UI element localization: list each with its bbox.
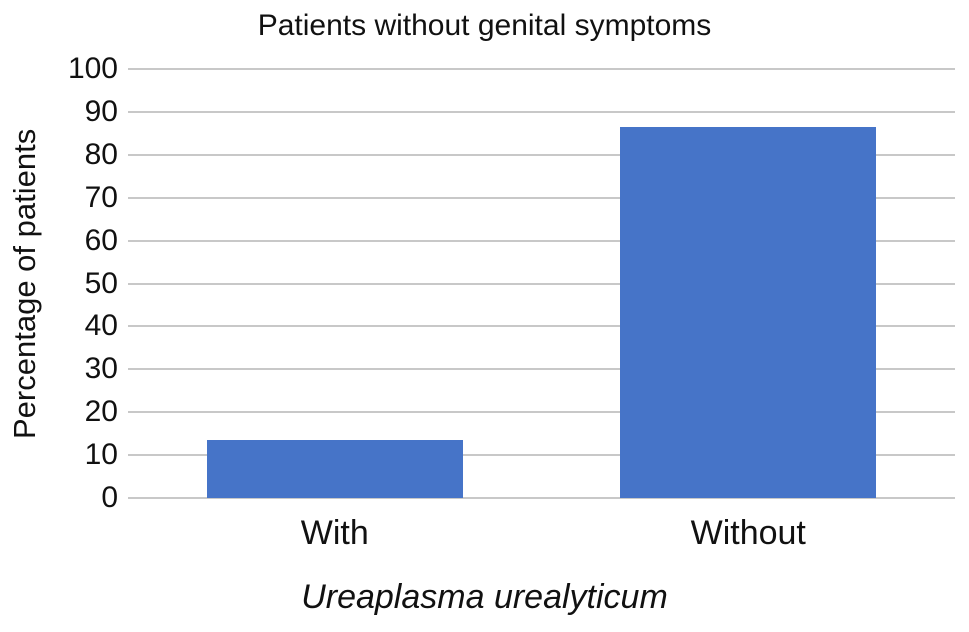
y-tick-label: 10: [84, 438, 118, 472]
gridline: [128, 454, 955, 457]
plot-area: [128, 68, 955, 499]
gridline: [128, 110, 955, 113]
chart-title: Patients without genital symptoms: [257, 9, 712, 42]
y-tick-label: 30: [84, 352, 118, 386]
gridline: [128, 325, 955, 328]
y-tick-label: 20: [84, 395, 118, 429]
gridline: [128, 68, 955, 70]
y-tick-label: 80: [84, 137, 118, 171]
gridline: [128, 411, 955, 414]
bar-without: [620, 127, 876, 498]
x-category-label: Without: [690, 514, 806, 552]
y-tick-label: 40: [84, 309, 118, 343]
y-tick-label: 100: [67, 52, 118, 85]
y-tick-label: 0: [101, 481, 118, 514]
y-tick-label: 60: [84, 223, 118, 257]
y-tick-label: 50: [84, 266, 118, 300]
x-axis-title: Ureaplasma urealyticum: [301, 578, 668, 616]
gridline: [128, 239, 955, 242]
gridline: [128, 282, 955, 285]
gridline: [128, 153, 955, 156]
y-tick-label: 70: [84, 180, 118, 214]
y-tick-label: 90: [84, 94, 118, 128]
gridline: [128, 497, 955, 499]
bar-with: [207, 440, 463, 498]
x-category-label: With: [300, 514, 369, 552]
gridline: [128, 368, 955, 371]
gridline: [128, 196, 955, 199]
